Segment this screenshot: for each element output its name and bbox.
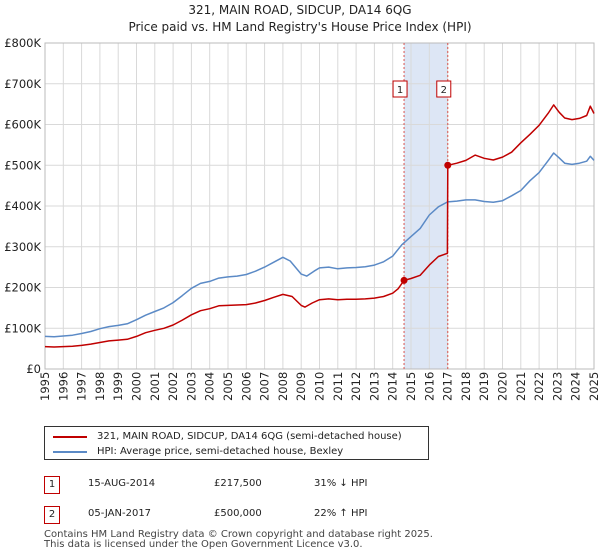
marker-label-box bbox=[436, 80, 452, 98]
price-chart: 321, MAIN ROAD, SIDCUP, DA14 6QG Price p… bbox=[4, 3, 600, 401]
y-tick-label: £800K bbox=[4, 36, 41, 50]
x-tick-label: 2011 bbox=[331, 372, 345, 401]
x-tick-label: 2016 bbox=[422, 372, 436, 401]
x-tick-label: 2015 bbox=[404, 372, 418, 401]
x-tick-label: 2005 bbox=[221, 372, 235, 401]
x-tick-label: 1999 bbox=[111, 372, 125, 401]
transaction-price: £217,500 bbox=[214, 478, 262, 489]
marker-label-box bbox=[392, 80, 408, 98]
x-tick-label: 2019 bbox=[477, 372, 491, 401]
x-tick-label: 1996 bbox=[56, 372, 70, 401]
x-tick-label: 2010 bbox=[313, 372, 327, 401]
transaction-badge: 1 bbox=[44, 476, 60, 494]
x-tick-label: 2013 bbox=[367, 372, 381, 401]
x-tick-label: 2001 bbox=[148, 372, 162, 401]
footer-line-1: Contains HM Land Registry data © Crown c… bbox=[44, 529, 433, 540]
x-tick-label: 2021 bbox=[514, 372, 528, 401]
transaction-price: £500,000 bbox=[214, 508, 262, 519]
legend-swatch-property bbox=[53, 435, 87, 438]
chart-legend: 321, MAIN ROAD, SIDCUP, DA14 6QG (semi-d… bbox=[44, 426, 429, 460]
x-tick-label: 2002 bbox=[166, 372, 180, 401]
x-tick-label: 2023 bbox=[550, 372, 564, 401]
transaction-hpi-diff: 22% ↑ HPI bbox=[314, 508, 368, 519]
x-tick-label: 2014 bbox=[386, 372, 400, 401]
y-tick-label: £600K bbox=[4, 118, 41, 132]
legend-item-property: 321, MAIN ROAD, SIDCUP, DA14 6QG (semi-d… bbox=[53, 429, 402, 444]
y-tick-label: £0 bbox=[26, 362, 41, 376]
x-tick-label: 2017 bbox=[441, 372, 455, 401]
marker-label: 1 bbox=[397, 85, 403, 96]
transaction-badge: 2 bbox=[44, 506, 60, 524]
transaction-hpi-diff: 31% ↓ HPI bbox=[314, 478, 368, 489]
purchase-point bbox=[444, 161, 452, 169]
y-tick-label: £200K bbox=[4, 281, 41, 295]
legend-swatch-hpi bbox=[53, 450, 87, 453]
legend-label-hpi: HPI: Average price, semi-detached house,… bbox=[97, 446, 344, 457]
footer-attribution: Contains HM Land Registry data © Crown c… bbox=[44, 530, 433, 550]
x-tick-label: 2008 bbox=[276, 372, 290, 401]
y-tick-label: £300K bbox=[4, 240, 41, 254]
x-tick-label: 2009 bbox=[294, 372, 308, 401]
purchase-point bbox=[400, 276, 408, 284]
y-tick-label: £400K bbox=[4, 199, 41, 213]
chart-subtitle: Price paid vs. HM Land Registry's House … bbox=[128, 20, 471, 34]
property-price-line bbox=[44, 104, 595, 348]
x-tick-label: 1997 bbox=[75, 372, 89, 401]
transaction-date: 05-JAN-2017 bbox=[88, 508, 152, 519]
x-tick-label: 2018 bbox=[459, 372, 473, 401]
x-tick-label: 1995 bbox=[38, 372, 52, 401]
x-tick-label: 2012 bbox=[349, 372, 363, 401]
x-tick-label: 2022 bbox=[532, 372, 546, 401]
x-tick-label: 2003 bbox=[184, 372, 198, 401]
legend-label-property: 321, MAIN ROAD, SIDCUP, DA14 6QG (semi-d… bbox=[97, 431, 402, 442]
x-tick-label: 2024 bbox=[569, 372, 583, 401]
y-tick-label: £500K bbox=[4, 158, 41, 172]
x-tick-label: 2007 bbox=[258, 372, 272, 401]
x-tick-label: 2006 bbox=[239, 372, 253, 401]
hpi-line bbox=[44, 152, 595, 338]
transaction-date: 15-AUG-2014 bbox=[88, 478, 156, 489]
x-tick-label: 1998 bbox=[93, 372, 107, 401]
x-tick-label: 2025 bbox=[587, 372, 600, 401]
transaction-row: 1 15-AUG-2014 £217,500 31% ↓ HPI bbox=[44, 476, 404, 494]
x-tick-label: 2004 bbox=[203, 372, 217, 401]
marker-label: 2 bbox=[441, 85, 447, 96]
plot-frame bbox=[44, 42, 595, 370]
x-tick-label: 2000 bbox=[130, 372, 144, 401]
legend-item-hpi: HPI: Average price, semi-detached house,… bbox=[53, 444, 343, 459]
transaction-row: 2 05-JAN-2017 £500,000 22% ↑ HPI bbox=[44, 506, 404, 524]
chart-title: 321, MAIN ROAD, SIDCUP, DA14 6QG bbox=[188, 3, 411, 17]
y-tick-label: £100K bbox=[4, 321, 41, 335]
x-tick-label: 2020 bbox=[496, 372, 510, 401]
footer-line-2: This data is licensed under the Open Gov… bbox=[44, 539, 363, 550]
y-tick-label: £700K bbox=[4, 77, 41, 91]
